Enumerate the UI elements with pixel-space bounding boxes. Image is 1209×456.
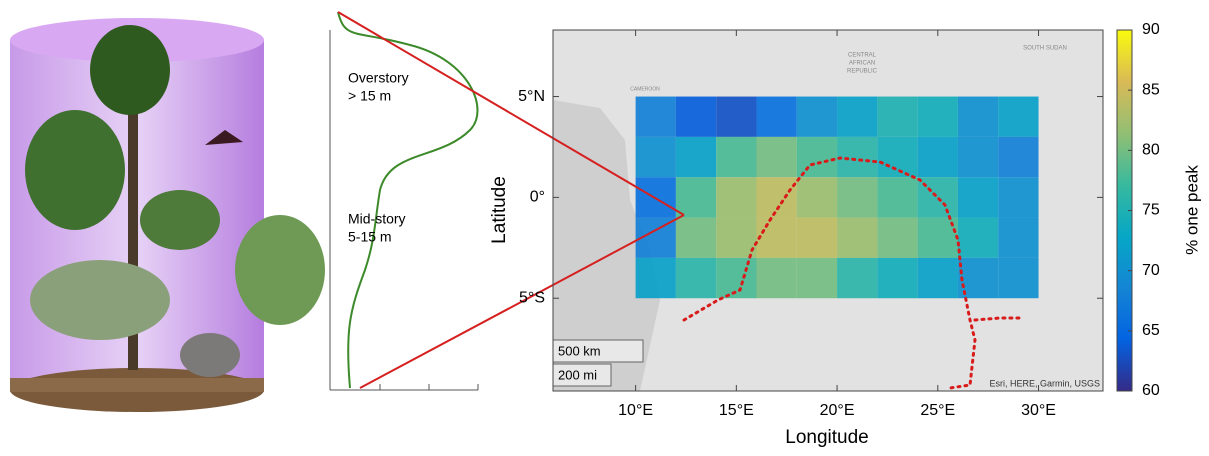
heatmap-cell xyxy=(837,218,877,258)
page: Overstory > 15 m Mid-story 5-15 m CENTRA… xyxy=(0,0,1209,451)
x-tick-label: 10°E xyxy=(618,402,653,419)
scale-bar-label: 500 km xyxy=(558,343,601,358)
heatmap-cell xyxy=(716,218,756,258)
overstory-height: > 15 m xyxy=(348,88,391,104)
x-tick-label: 30°E xyxy=(1021,402,1056,419)
heatmap-cell xyxy=(756,137,796,177)
heatmap-cell xyxy=(998,258,1038,298)
heatmap-cell xyxy=(877,258,917,298)
heatmap-cell xyxy=(756,258,796,298)
place-label: CENTRAL xyxy=(848,53,877,59)
x-axis-label: Longitude xyxy=(785,427,868,448)
heatmap-cell xyxy=(636,97,676,137)
place-label: REPUBLIC xyxy=(847,69,878,75)
colorbar-tick-label: 80 xyxy=(1142,142,1160,159)
heatmap-cell xyxy=(877,177,917,217)
heatmap-cell xyxy=(797,97,837,137)
heatmap-cell xyxy=(676,218,716,258)
scale-bar-label: 200 mi xyxy=(558,367,597,382)
colorbar-tick-label: 90 xyxy=(1142,21,1160,38)
heatmap-cell xyxy=(756,177,796,217)
heatmap-cell xyxy=(837,137,877,177)
overstory-label: Overstory xyxy=(348,70,409,86)
heatmap-cell xyxy=(716,97,756,137)
place-label: AFRICAN xyxy=(849,61,875,67)
heatmap-cell xyxy=(877,97,917,137)
heatmap-cell xyxy=(998,177,1038,217)
midstory-label: Mid-story xyxy=(348,211,406,227)
place-label: SOUTH SUDAN xyxy=(1023,46,1067,52)
heatmap-cell xyxy=(636,137,676,177)
heatmap-cell xyxy=(756,97,796,137)
figure: Overstory > 15 m Mid-story 5-15 m CENTRA… xyxy=(0,0,1209,451)
y-tick-label: 0° xyxy=(530,189,545,206)
y-axis-label: Latitude xyxy=(489,176,510,244)
heatmap-cell xyxy=(998,97,1038,137)
canopy-profile: Overstory > 15 m Mid-story 5-15 m xyxy=(330,12,478,390)
heatmap-cell xyxy=(716,137,756,177)
heatmap-cell xyxy=(958,218,998,258)
heatmap-cell xyxy=(958,177,998,217)
y-tick-label: 5°N xyxy=(518,88,545,105)
heatmap-cell xyxy=(676,137,716,177)
heatmap-cell xyxy=(676,177,716,217)
heatmap-cell xyxy=(918,97,958,137)
heatmap-cell xyxy=(918,258,958,298)
heatmap-cell xyxy=(676,258,716,298)
heatmap-cell xyxy=(797,258,837,298)
colorbar-tick-label: 70 xyxy=(1142,262,1160,279)
heatmap-cell xyxy=(877,137,917,177)
heatmap-cell xyxy=(676,97,716,137)
heatmap-cell xyxy=(837,97,877,137)
heatmap-cell xyxy=(877,218,917,258)
heatmap-cell xyxy=(918,137,958,177)
y-tick-label: 5°S xyxy=(519,289,545,306)
place-label: CAMEROON xyxy=(630,86,660,92)
x-tick-label: 20°E xyxy=(820,402,855,419)
forest-illustration xyxy=(10,18,325,412)
heatmap-cell xyxy=(998,218,1038,258)
heatmap-cell xyxy=(958,97,998,137)
x-tick-label: 25°E xyxy=(920,402,955,419)
midstory-height: 5-15 m xyxy=(348,229,392,245)
colorbar-tick-label: 85 xyxy=(1142,81,1160,98)
heatmap-cell xyxy=(797,177,837,217)
heatmap xyxy=(636,97,1039,299)
colorbar-label: % one peak xyxy=(1182,165,1201,255)
colorbar-tick-label: 65 xyxy=(1142,322,1160,339)
heatmap-cell xyxy=(636,258,676,298)
heatmap-cell xyxy=(797,137,837,177)
colorbar-tick-label: 60 xyxy=(1142,382,1160,399)
heatmap-cell xyxy=(716,177,756,217)
x-tick-label: 15°E xyxy=(719,402,754,419)
heatmap-cell xyxy=(797,218,837,258)
heatmap-cell xyxy=(958,137,998,177)
colorbar-tick-label: 75 xyxy=(1142,202,1160,219)
heatmap-cell xyxy=(756,218,796,258)
heatmap-cell xyxy=(998,137,1038,177)
attribution: Esri, HERE, Garmin, USGS xyxy=(989,378,1100,388)
heatmap-cell xyxy=(837,177,877,217)
heatmap-cell xyxy=(837,258,877,298)
